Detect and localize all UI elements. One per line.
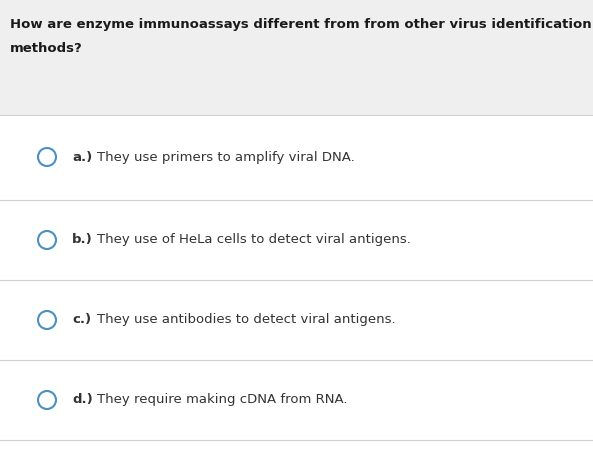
- Text: How are enzyme immunoassays different from from other virus identification: How are enzyme immunoassays different fr…: [10, 18, 592, 31]
- Bar: [0, 0, 593, 115]
- Text: They use antibodies to detect viral antigens.: They use antibodies to detect viral anti…: [97, 314, 396, 327]
- Text: They use of HeLa cells to detect viral antigens.: They use of HeLa cells to detect viral a…: [97, 234, 411, 247]
- Text: c.): c.): [72, 314, 91, 327]
- Text: b.): b.): [72, 234, 93, 247]
- Text: d.): d.): [72, 393, 93, 406]
- Text: They require making cDNA from RNA.: They require making cDNA from RNA.: [97, 393, 347, 406]
- Text: They use primers to amplify viral DNA.: They use primers to amplify viral DNA.: [97, 150, 355, 163]
- Text: a.): a.): [72, 150, 93, 163]
- Text: methods?: methods?: [10, 42, 83, 55]
